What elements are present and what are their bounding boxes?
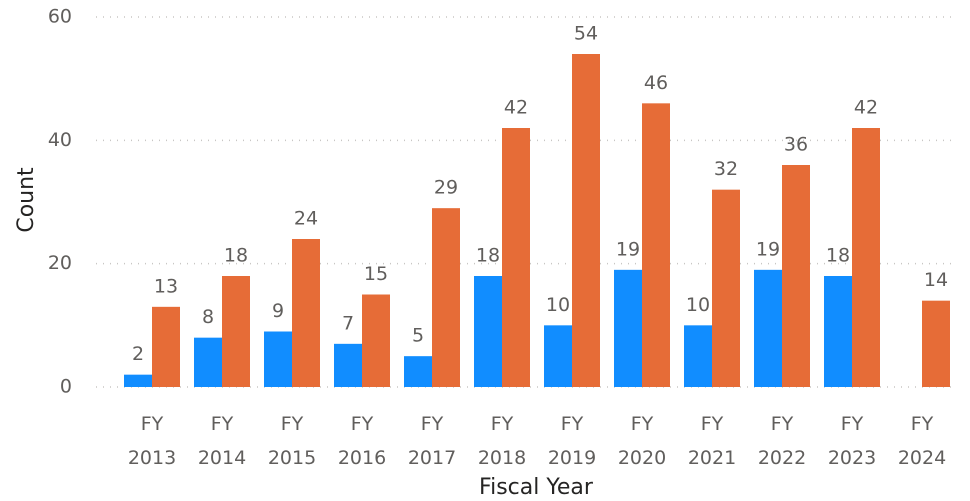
x-tick-line: FY (281, 413, 304, 435)
x-tick-label: FY 2016 (338, 413, 386, 469)
x-tick-label: FY 2020 (618, 413, 666, 469)
data-label: 32 (714, 158, 738, 180)
x-tick-line: 2016 (338, 447, 386, 469)
x-tick-line: 2024 (898, 447, 946, 469)
x-tick-label: FY 2021 (688, 413, 736, 469)
x-tick-line: FY (841, 413, 864, 435)
y-tick-label: 40 (48, 129, 72, 151)
y-axis-title: Count (14, 167, 39, 233)
x-tick-line: 2019 (548, 447, 596, 469)
bar (712, 189, 740, 387)
y-tick-label: 20 (48, 252, 72, 274)
data-label: 42 (504, 97, 528, 119)
x-tick-line: 2018 (478, 447, 526, 469)
data-label: 9 (272, 300, 284, 322)
bar (474, 276, 502, 387)
data-label: 42 (854, 97, 878, 119)
data-label: 18 (224, 245, 248, 267)
bar (824, 276, 852, 387)
data-label: 54 (574, 23, 598, 45)
data-label: 10 (686, 294, 710, 316)
x-tick-line: 2022 (758, 447, 806, 469)
bar (684, 325, 712, 387)
data-label: 18 (826, 245, 850, 267)
data-label: 46 (644, 72, 668, 94)
x-tick-label: FY 2019 (548, 413, 596, 469)
x-tick-label: FY 2014 (198, 413, 246, 469)
x-tick-line: FY (491, 413, 514, 435)
bar (362, 294, 390, 387)
data-label: 2 (132, 343, 144, 365)
bar (922, 300, 950, 387)
x-tick-line: 2021 (688, 447, 736, 469)
bar (642, 103, 670, 387)
data-label: 29 (434, 177, 458, 199)
x-tick-line: 2017 (408, 447, 456, 469)
data-label: 14 (924, 269, 948, 291)
x-axis-title: Fiscal Year (479, 475, 594, 500)
x-tick-line: FY (141, 413, 164, 435)
bar (404, 356, 432, 387)
bar (194, 337, 222, 387)
bar (852, 128, 880, 387)
bar (124, 374, 152, 387)
x-tick-line: FY (561, 413, 584, 435)
bar (222, 276, 250, 387)
bar (264, 331, 292, 387)
data-label: 10 (546, 294, 570, 316)
x-tick-line: FY (351, 413, 374, 435)
x-tick-label: FY 2015 (268, 413, 316, 469)
data-label: 15 (364, 263, 388, 285)
x-tick-label: FY 2018 (478, 413, 526, 469)
bar (292, 239, 320, 387)
bar (754, 269, 782, 387)
bar (782, 165, 810, 387)
x-tick-line: FY (701, 413, 724, 435)
data-label: 8 (202, 306, 214, 328)
x-tick-line: 2015 (268, 447, 316, 469)
data-label: 19 (616, 238, 640, 260)
x-tick-line: FY (771, 413, 794, 435)
data-label: 7 (342, 312, 354, 334)
data-label: 18 (476, 245, 500, 267)
x-tick-line: 2013 (128, 447, 176, 469)
data-label: 19 (756, 238, 780, 260)
data-label: 13 (154, 275, 178, 297)
x-tick-label: FY 2017 (408, 413, 456, 469)
x-tick-label: FY 2013 (128, 413, 176, 469)
y-tick-label: 60 (48, 6, 72, 28)
bar (614, 269, 642, 387)
x-tick-line: FY (911, 413, 934, 435)
bar (572, 54, 600, 387)
x-tick-label: FY 2022 (758, 413, 806, 469)
x-tick-line: FY (211, 413, 234, 435)
data-label: 36 (784, 134, 808, 156)
x-tick-line: 2014 (198, 447, 246, 469)
data-label: 5 (412, 325, 424, 347)
bar (152, 306, 180, 387)
x-tick-line: 2020 (618, 447, 666, 469)
x-tick-label: FY 2023 (828, 413, 876, 469)
bar (544, 325, 572, 387)
bar (432, 208, 460, 387)
x-tick-line: FY (421, 413, 444, 435)
x-tick-label: FY 2024 (898, 413, 946, 469)
x-tick-line: FY (631, 413, 654, 435)
bar (502, 128, 530, 387)
bar (334, 343, 362, 387)
data-label: 24 (294, 208, 318, 230)
x-tick-line: 2023 (828, 447, 876, 469)
y-tick-label: 0 (60, 376, 72, 398)
